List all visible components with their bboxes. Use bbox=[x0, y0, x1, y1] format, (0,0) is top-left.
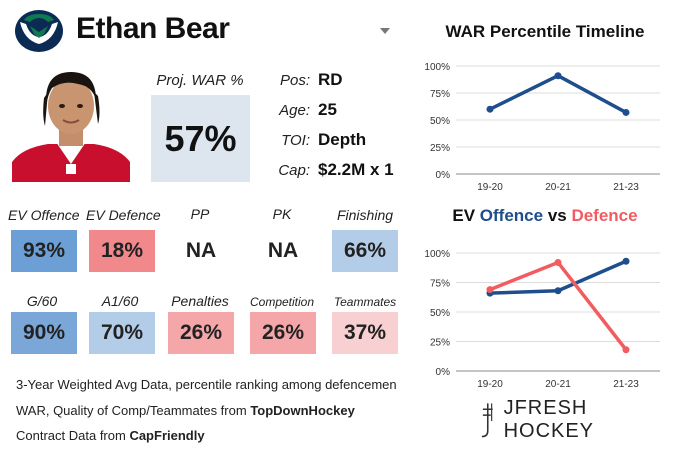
chart1-point bbox=[554, 72, 562, 80]
chart2-series-line-1 bbox=[488, 260, 628, 352]
chart2-xtick-label: 19-20 bbox=[477, 379, 503, 390]
bio-value-cap: $2.2M x 1 bbox=[318, 160, 394, 179]
stat-box-pp: NA bbox=[168, 230, 234, 272]
player-photo bbox=[12, 66, 130, 182]
chart2-ytick-label: 0% bbox=[436, 367, 451, 378]
chart2-ytick-label: 75% bbox=[430, 279, 450, 290]
chart1-ytick-label: 50% bbox=[430, 116, 450, 127]
stat-box-pk: NA bbox=[250, 230, 316, 272]
stat-box-g60: 90% bbox=[11, 312, 77, 354]
stat-box-penalties: 26% bbox=[168, 312, 234, 354]
footer-line-2: WAR, Quality of Comp/Teammates from TopD… bbox=[16, 403, 355, 418]
chart2-ytick-label: 25% bbox=[430, 338, 450, 349]
stat-label-ev-offence: EV Offence bbox=[8, 207, 80, 223]
chevron-down-icon[interactable] bbox=[380, 28, 390, 34]
chart1-point bbox=[622, 108, 630, 116]
footer-line-1: 3-Year Weighted Avg Data, percentile ran… bbox=[16, 377, 397, 392]
chart1-series-line-0 bbox=[488, 73, 628, 115]
chart-2-title: EV Offence vs Defence bbox=[420, 206, 670, 226]
bio-value-age: 25 bbox=[318, 100, 337, 119]
stat-label-ev-defence: EV Defence bbox=[86, 207, 161, 223]
stat-label-g60: G/60 bbox=[26, 293, 58, 309]
footer-line-3: Contract Data from CapFriendly bbox=[16, 428, 205, 443]
chart-2-title-vs: vs bbox=[543, 206, 572, 225]
proj-war-value: 57% bbox=[164, 117, 237, 159]
stat-label-pk: PK bbox=[272, 206, 292, 222]
stat-label-a160: A1/60 bbox=[101, 293, 139, 309]
stat-box-competition: 26% bbox=[250, 312, 316, 354]
chart2-ytick-label: 50% bbox=[430, 308, 450, 319]
footer-source-capfriendly: CapFriendly bbox=[129, 428, 205, 443]
chart1-ytick-label: 75% bbox=[430, 89, 450, 100]
brand: JFRESH HOCKEY bbox=[478, 397, 680, 442]
brand-text: JFRESH HOCKEY bbox=[503, 397, 595, 442]
footer-line-3-prefix: Contract Data from bbox=[16, 428, 130, 443]
team-logo-icon bbox=[14, 8, 64, 54]
stat-box-a160: 70% bbox=[89, 312, 155, 354]
chart2-xtick-label: 21-23 bbox=[613, 379, 639, 390]
stat-label-pp: PP bbox=[190, 206, 210, 222]
chart1-ytick-label: 25% bbox=[430, 143, 450, 154]
proj-war-label: Proj. WAR % bbox=[156, 72, 244, 89]
bio-value-toi: Depth bbox=[318, 130, 367, 149]
offence-defence-chart: 0% 25% 50% 75% 100% 19-20 20-21 21-23 bbox=[424, 249, 660, 390]
stat-label-teammates: Teammates bbox=[333, 295, 397, 309]
chart1-ytick-label: 100% bbox=[424, 62, 450, 73]
stat-label-finishing: Finishing bbox=[336, 207, 394, 223]
stat-label-penalties: Penalties bbox=[171, 293, 229, 309]
player-name: Ethan Bear bbox=[76, 12, 230, 45]
bio-value-pos: RD bbox=[318, 70, 343, 89]
chart-2-title-ev: EV bbox=[452, 206, 480, 225]
chart2-ytick-label: 100% bbox=[424, 249, 450, 260]
bio-label-toi: TOI: bbox=[281, 132, 310, 149]
chart1-xtick-label: 19-20 bbox=[477, 182, 503, 193]
chart2-point bbox=[622, 346, 630, 354]
chart1-xtick-label: 20-21 bbox=[545, 182, 571, 193]
war-percentile-chart: 0% 25% 50% 75% 100% 19-20 20-21 21-23 bbox=[424, 62, 660, 193]
stat-box-finishing: 66% bbox=[332, 230, 398, 272]
chart2-point bbox=[554, 287, 562, 295]
stat-box-ev-offence: 93% bbox=[11, 230, 77, 272]
chart2-xtick-label: 20-21 bbox=[545, 379, 571, 390]
chart-2-title-defence: Defence bbox=[571, 206, 638, 225]
bio-label-cap: Cap: bbox=[278, 162, 310, 179]
stat-box-teammates: 37% bbox=[332, 312, 398, 354]
stat-label-competition: Competition bbox=[249, 295, 315, 309]
bio-label-pos: Pos: bbox=[279, 72, 310, 89]
chart1-ytick-label: 0% bbox=[436, 170, 451, 181]
chart-1-title: WAR Percentile Timeline bbox=[445, 22, 645, 41]
footer-line-2-prefix: WAR, Quality of Comp/Teammates from bbox=[16, 403, 251, 418]
stat-box-ev-defence: 18% bbox=[89, 230, 155, 272]
footer-source-topdownhockey: TopDownHockey bbox=[250, 403, 355, 418]
brand-logo-icon bbox=[481, 403, 493, 438]
bio-label-age: Age: bbox=[279, 102, 310, 119]
chart-2-title-offence: Offence bbox=[479, 206, 544, 225]
proj-war-box: 57% bbox=[151, 95, 250, 182]
chart2-point bbox=[622, 257, 630, 265]
chart1-xtick-label: 21-23 bbox=[613, 182, 639, 193]
chart2-point bbox=[486, 286, 494, 294]
chart1-point bbox=[486, 105, 494, 113]
chart2-point bbox=[554, 258, 562, 266]
